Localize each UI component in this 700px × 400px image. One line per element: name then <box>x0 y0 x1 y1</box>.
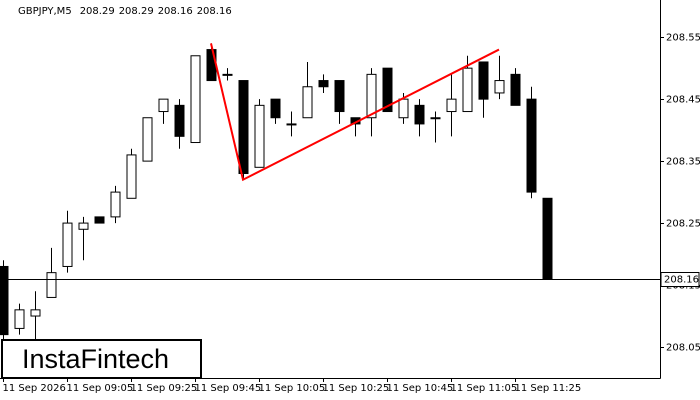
y-tick-label: 208.25 <box>666 219 700 230</box>
symbol: GBPJPY,M5 <box>18 6 72 17</box>
y-tick-label: 208.35 <box>666 157 700 168</box>
candle-body <box>174 104 185 137</box>
candle-body <box>142 117 153 162</box>
candle-body <box>14 309 25 329</box>
candle-body <box>126 154 137 199</box>
candle-body <box>478 61 489 100</box>
y-tick-label: 208.45 <box>666 95 700 106</box>
y-tick-label: 208.05 <box>666 343 700 354</box>
candle-body <box>158 98 169 113</box>
x-tick-label: 11 Sep 10:25 <box>323 383 390 394</box>
chart-header: GBPJPY,M5 208.29 208.29 208.16 208.16 <box>18 6 232 17</box>
candle-body <box>510 73 521 106</box>
x-tick-label: 11 Sep 09:45 <box>195 383 262 394</box>
candle-body <box>414 104 425 125</box>
candle-body <box>382 67 393 113</box>
watermark: InstaFintech <box>22 344 169 374</box>
candle-body <box>526 98 537 193</box>
candle-body <box>494 80 505 94</box>
candle-body <box>78 222 89 230</box>
candle-body <box>318 80 329 88</box>
candle-body <box>110 191 121 218</box>
x-tick-label: 11 Sep 10:05 <box>259 383 326 394</box>
header-close: 208.16 <box>197 6 232 17</box>
pattern-line <box>210 43 500 182</box>
candle-body <box>286 123 297 126</box>
x-tick-label: 11 Sep 09:25 <box>131 383 198 394</box>
candle-body <box>0 265 9 336</box>
candle-body <box>366 73 377 119</box>
candle-body <box>190 55 201 144</box>
header-open: 208.29 <box>80 6 115 17</box>
candle-body <box>302 86 313 119</box>
x-tick-label: 11 Sep 2026 <box>3 383 66 394</box>
candle-body <box>238 80 249 175</box>
candle-body <box>254 104 265 168</box>
candle-body <box>222 73 233 76</box>
candle-body <box>94 216 105 224</box>
candle-body <box>334 80 345 113</box>
x-tick-label: 11 Sep 11:05 <box>451 383 518 394</box>
header-high: 208.29 <box>119 6 154 17</box>
header-low: 208.16 <box>158 6 193 17</box>
candle-body <box>430 117 441 120</box>
watermark-box <box>1 339 202 379</box>
x-tick-label: 11 Sep 10:45 <box>387 383 454 394</box>
candle-body <box>398 98 409 119</box>
current-price-box <box>660 272 700 287</box>
candle-body <box>446 98 457 113</box>
current-price-label: 208.16 <box>664 275 699 286</box>
x-tick-label: 11 Sep 11:25 <box>515 383 582 394</box>
candle-body <box>462 67 473 113</box>
candle-body <box>206 49 217 82</box>
candle-body <box>542 197 553 280</box>
candle-body <box>46 272 57 298</box>
candle-body <box>62 222 73 267</box>
candle-body <box>30 309 41 317</box>
candle-body <box>270 98 281 119</box>
y-tick-label: 208.55 <box>666 33 700 44</box>
x-tick-label: 11 Sep 09:05 <box>67 383 134 394</box>
